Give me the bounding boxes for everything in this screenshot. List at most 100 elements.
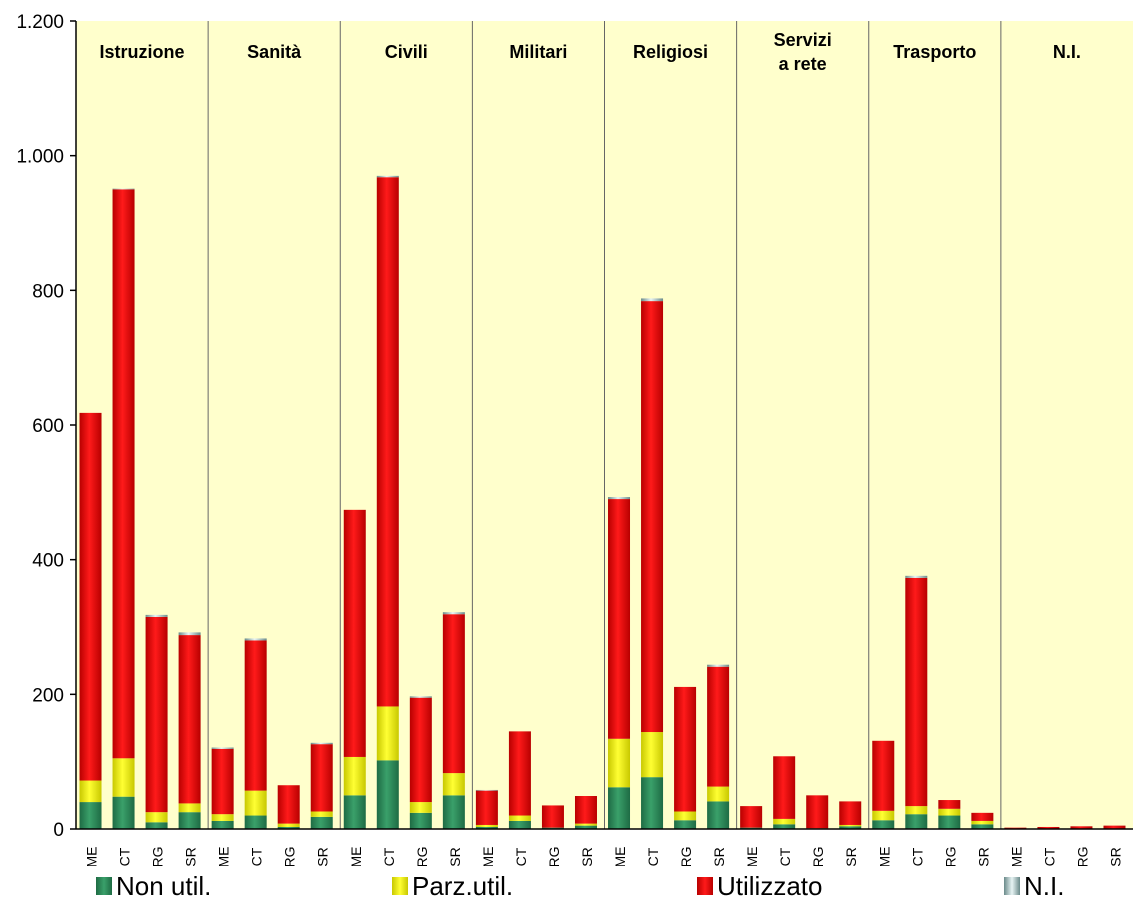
group-label: Sanità <box>247 42 302 62</box>
bar-segment-utilizzato <box>773 756 796 819</box>
bar-segment-utilizzato <box>442 614 465 774</box>
bar-segment-parz-util <box>277 823 300 827</box>
bar-segment-non-util <box>112 796 135 829</box>
bar-segment-parz-util <box>674 811 697 821</box>
bar-segment-parz-util <box>79 780 102 803</box>
bar-segment-non-util <box>938 815 961 829</box>
legend-item-non-util: Non util. <box>96 866 211 906</box>
bar-segment-parz-util <box>574 823 597 826</box>
x-axis: ME CT RG SR ME CT RG SR ME CT RG SR ME CT RG SR ME CT RG SR… <box>76 828 1133 868</box>
x-tick-label: CT <box>645 847 661 866</box>
bar-segment-non-util <box>574 825 597 829</box>
bar-segment-utilizzato <box>310 744 333 812</box>
bar-segment-non-util <box>409 812 432 829</box>
group-label: Civili <box>385 42 428 62</box>
bar-segment-parz-util <box>938 808 961 816</box>
bar-segment-utilizzato <box>541 805 564 828</box>
bar-segment-non-util <box>310 816 333 829</box>
x-tick-label: RG <box>414 847 430 867</box>
x-tick-label: ME <box>744 847 760 867</box>
bar-segment-parz-util <box>112 758 135 797</box>
group-label: Religiosi <box>633 42 708 62</box>
bar-segment-ni <box>475 789 498 791</box>
group-label: Militari <box>509 42 567 62</box>
bar-segment-utilizzato <box>938 800 961 809</box>
bar-segment-utilizzato <box>674 686 697 812</box>
x-tick-label: ME <box>480 847 496 867</box>
x-tick-label: RG <box>150 847 166 867</box>
y-tick-label: 800 <box>32 281 64 302</box>
x-tick-label: CT <box>249 847 265 866</box>
bar-segment-utilizzato <box>376 177 399 707</box>
x-tick-label: RG <box>1074 847 1090 867</box>
bar-segment-parz-util <box>475 824 498 827</box>
bars <box>79 175 1126 829</box>
x-tick-label: CT <box>117 847 133 866</box>
x-tick-label: SR <box>579 847 595 866</box>
bar-segment-ni <box>145 614 168 617</box>
x-tick-label: SR <box>711 847 727 866</box>
bar-segment-utilizzato <box>839 801 862 825</box>
bar-segment-parz-util <box>971 820 994 825</box>
x-tick-label: RG <box>546 847 562 867</box>
y-tick-label: 400 <box>32 551 64 572</box>
group-label: Trasporto <box>893 42 976 62</box>
bar-segment-parz-util <box>872 810 895 821</box>
y-tick-label: 1.000 <box>16 147 64 168</box>
bar-segment-non-util <box>145 822 168 829</box>
bar-segment-non-util <box>376 760 399 829</box>
group-label: N.I. <box>1053 42 1081 62</box>
bar-segment-parz-util <box>508 815 531 821</box>
bar-segment-ni <box>409 696 432 698</box>
bar-segment-utilizzato <box>244 640 267 791</box>
chart-svg: 0 200 400 600 800 1.000 1.200 ME CT RG SR ME CT RG SR… <box>16 12 1133 868</box>
bar-segment-ni <box>707 664 730 667</box>
x-tick-label: SR <box>975 847 991 866</box>
bar-segment-ni <box>905 575 928 578</box>
x-tick-label: RG <box>678 847 694 867</box>
bar-segment-parz-util <box>773 818 796 825</box>
legend-item-utilizzato: Utilizzato <box>697 866 822 906</box>
bar-segment-non-util <box>442 795 465 829</box>
y-tick-label: 1.200 <box>16 12 64 33</box>
x-tick-label: ME <box>1008 847 1024 867</box>
bar-segment-parz-util <box>178 803 201 813</box>
bar-segment-non-util <box>971 824 994 829</box>
bar-segment-non-util <box>608 787 631 829</box>
bar-segment-parz-util <box>211 814 234 821</box>
x-tick-label: RG <box>942 847 958 867</box>
bar-segment-non-util <box>641 777 664 829</box>
bar-segment-parz-util <box>905 806 928 815</box>
legend-label-non-util: Non util. <box>116 870 212 901</box>
bar-segment-utilizzato <box>707 666 730 787</box>
x-tick-label: CT <box>513 847 529 866</box>
bar-segment-non-util <box>277 826 300 829</box>
bar-segment-non-util <box>475 826 498 829</box>
bar-segment-non-util <box>707 801 730 829</box>
x-tick-label: RG <box>810 847 826 867</box>
x-tick-label: CT <box>381 847 397 866</box>
bar-segment-ni <box>211 747 234 749</box>
bar-segment-parz-util <box>707 786 730 802</box>
bar-segment-ni <box>608 497 631 500</box>
legend-label-ni: N.I. <box>1024 870 1065 901</box>
bar-segment-parz-util <box>244 790 267 816</box>
x-tick-label: SR <box>843 847 859 866</box>
x-tick-label: ME <box>216 847 232 867</box>
legend-swatch-utilizzato <box>697 877 713 895</box>
bar-segment-utilizzato <box>641 301 664 733</box>
bar-segment-parz-util <box>641 732 664 778</box>
bar-segment-utilizzato <box>971 812 994 821</box>
bar-segment-non-util <box>508 820 531 829</box>
bar-segment-utilizzato <box>475 790 498 825</box>
y-tick-label: 0 <box>53 820 64 841</box>
bar-segment-non-util <box>773 824 796 829</box>
x-tick-label: ME <box>612 847 628 867</box>
bar-segment-ni <box>641 298 664 302</box>
bar-segment-non-util <box>872 820 895 829</box>
bar-segment-ni <box>178 632 201 636</box>
bar-segment-utilizzato <box>112 189 135 759</box>
x-tick-label: ME <box>876 847 892 867</box>
x-tick-label: SR <box>1107 847 1123 866</box>
